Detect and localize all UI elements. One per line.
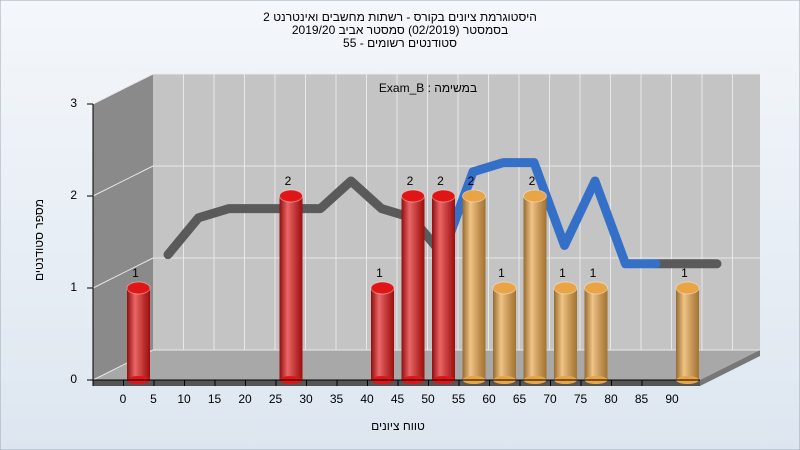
- grid-line: [92, 73, 154, 105]
- bar-top: [279, 189, 303, 203]
- bar-top: [462, 189, 486, 203]
- bar-top: [675, 281, 700, 295]
- lines: [163, 158, 722, 269]
- bar-shade: [401, 196, 425, 380]
- x-tick-label: 85: [635, 392, 649, 406]
- bar-top: [431, 189, 456, 203]
- bar-shade: [462, 196, 486, 380]
- x-tick-label: 5: [150, 392, 157, 406]
- value-label: 2: [468, 174, 475, 188]
- line-series: [163, 176, 447, 260]
- bar-shade: [432, 196, 455, 380]
- grid-line: [92, 165, 154, 197]
- grid-line: [92, 257, 154, 289]
- x-tick-label: 90: [665, 392, 679, 406]
- chart-title: היסטוגרמת ציונים בקורס - רשתות מחשבים וא…: [263, 10, 537, 24]
- y-tick-label: 3: [70, 96, 77, 110]
- bar-top: [553, 281, 578, 295]
- x-tick-label: 35: [330, 392, 344, 406]
- value-label: 1: [559, 266, 566, 280]
- x-tick-label: 40: [360, 392, 374, 406]
- floor: [93, 350, 760, 380]
- x-tick-label: 80: [604, 392, 618, 406]
- x-tick-label: 65: [513, 392, 527, 406]
- value-label: 1: [590, 266, 597, 280]
- value-label: 2: [407, 174, 414, 188]
- bar-shade: [127, 288, 150, 380]
- x-tick-label: 0: [120, 392, 127, 406]
- value-label: 1: [498, 266, 505, 280]
- bar-shade: [554, 288, 577, 380]
- bar-top: [492, 281, 517, 295]
- x-tick-label: 45: [391, 392, 405, 406]
- x-tick-label: 50: [421, 392, 435, 406]
- bar-shade: [279, 196, 303, 380]
- bar-shade: [523, 196, 547, 380]
- bar-top: [401, 189, 425, 203]
- bar-shade: [676, 288, 699, 380]
- bar-top: [584, 281, 608, 295]
- y-tick-label: 1: [70, 280, 77, 294]
- bar-top: [370, 281, 395, 295]
- y-tick-label: 0: [70, 372, 77, 386]
- value-label: 1: [681, 266, 688, 280]
- x-tick-label: 30: [299, 392, 313, 406]
- bar-shade: [584, 288, 608, 380]
- annotation: Exam_B : במשימה: [379, 81, 477, 95]
- value-label: 2: [285, 174, 292, 188]
- x-tick-label: 70: [543, 392, 557, 406]
- x-tick-label: 20: [238, 392, 252, 406]
- bar-shade: [371, 288, 394, 380]
- floor-edge: [93, 380, 700, 386]
- x-tick-label: 60: [482, 392, 496, 406]
- x-tick-label: 75: [574, 392, 588, 406]
- x-tick-label: 15: [208, 392, 222, 406]
- bar-top: [126, 281, 151, 295]
- y-tick-label: 2: [70, 188, 77, 202]
- bar-shade: [493, 288, 516, 380]
- chart-subtitle: בסמסטר (02/2019) סמסטר אביב 2019/20: [292, 23, 508, 37]
- floor-edge: [700, 350, 760, 386]
- x-tick-label: 25: [269, 392, 283, 406]
- y-axis-label: מספר סטודנטים: [32, 199, 46, 281]
- value-label: 2: [529, 174, 536, 188]
- x-tick-label: 55: [452, 392, 466, 406]
- line-series: [438, 158, 661, 269]
- value-label: 1: [132, 266, 139, 280]
- bar-top: [523, 189, 547, 203]
- x-tick-label: 10: [177, 392, 191, 406]
- value-label: 1: [376, 266, 383, 280]
- bars: 1 2 1 2 2 2 1 2 1 1 1: [126, 174, 700, 384]
- chart-subtitle: סטודנטים רשומים - 55: [343, 36, 457, 50]
- value-label: 2: [437, 174, 444, 188]
- x-axis-label: טווח ציונים: [371, 419, 425, 433]
